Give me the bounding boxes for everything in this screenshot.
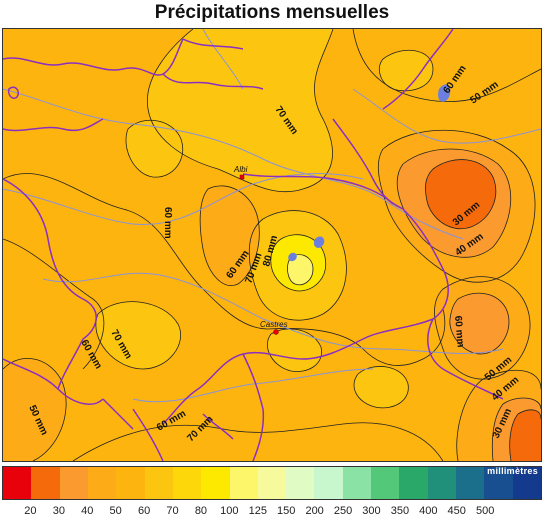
legend-tick-label: 80 [194,505,208,517]
zone-70-80-northeast [379,50,433,91]
legend-tick-label: 125 [248,505,267,517]
legend-swatch [371,467,400,499]
zone-30-40-east [425,159,496,229]
contour-label: 60 mm [452,315,466,348]
legend-swatch [484,467,513,499]
legend-swatch [87,467,117,499]
legend-swatch [3,467,32,499]
contour-label: 60 mm [162,207,173,239]
map-title: Précipitations mensuelles [154,2,390,23]
legend-tick-label: 50 [109,505,122,517]
legend-swatch [172,467,202,499]
lake-center [313,236,325,248]
legend-tick-label: 60 [137,505,151,517]
legend-swatch [59,467,88,499]
legend-tick-label: 200 [305,505,324,517]
legend-tick-label: 350 [390,505,410,517]
contour-lines [3,29,541,461]
color-legend [2,466,542,500]
legend-swatch [314,467,343,499]
rivers [3,29,541,403]
zone-100-125 [287,254,313,285]
legend-swatch [427,467,456,499]
zone-30-40-far [509,409,541,461]
zone-50-60-west-band [200,185,260,286]
department-boundaries [3,29,504,461]
legend-unit-label: millimètres [487,466,538,476]
legend-tick-label: 40 [81,505,94,517]
zone-70-80-north [147,29,333,192]
lake-east [438,84,451,102]
zone-70-80-castres [267,328,322,372]
zone-70-80-west [125,120,183,178]
legend-swatch [116,467,145,499]
legend-swatch [512,467,541,499]
legend-swatch [144,467,173,499]
zone-40-50-southeast [449,293,509,354]
zone-50-60-southwest [3,358,67,461]
legend-ticks: 20 30 40 50 60 70 80 100 125 150 200 250 300 350 400 45… [0,502,544,522]
legend-tick-label: 20 [24,505,37,517]
legend-swatch [342,467,372,499]
city-marker-albi [239,174,245,180]
legend-swatch [399,467,428,499]
lake-small [288,252,297,262]
legend-swatch [31,467,60,499]
legend-tick-label: 30 [52,505,65,517]
legend-tick-label: 300 [362,505,381,517]
legend-swatch [201,467,230,499]
precipitation-map: 70 mm 60 mm 50 mm 60 mm 60 mm 70 mm 80 m… [2,28,542,462]
legend-tick-label: 400 [419,505,438,517]
legend-swatch [229,467,258,499]
legend-tick-label: 450 [447,505,466,517]
city-label-castres: Castres [260,320,288,329]
legend-swatch [257,467,287,499]
legend-tick-label: 500 [475,505,495,517]
legend-swatch [286,467,315,499]
legend-tick-label: 70 [166,505,179,517]
legend-tick-label: 250 [333,505,353,517]
zone-70-80-southwest [95,301,181,369]
city-label-albi: Albi [233,165,248,174]
zone-70-80-south [354,366,409,408]
legend-swatch [456,467,485,499]
city-marker-castres [273,329,279,335]
legend-tick-label: 150 [277,505,296,517]
legend-tick-label: 100 [220,505,239,517]
